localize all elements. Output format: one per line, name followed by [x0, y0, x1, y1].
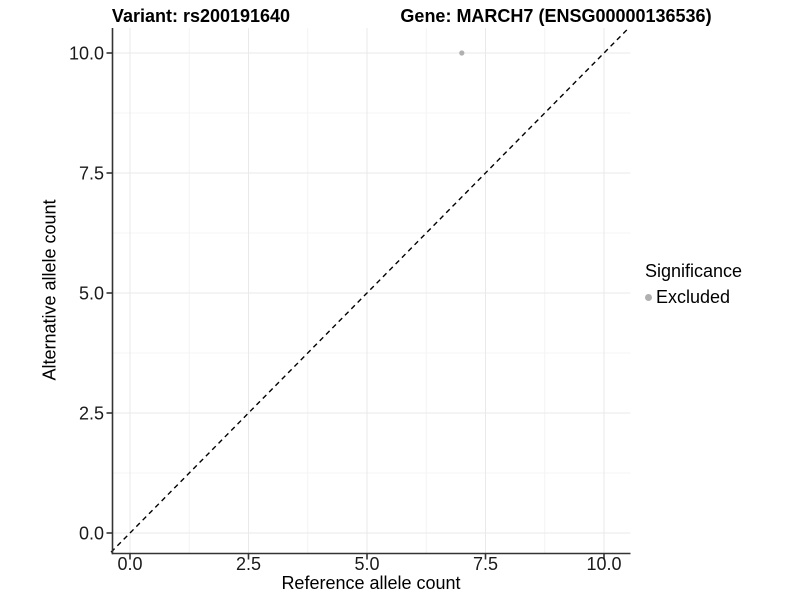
identity-reference-line: [110, 27, 630, 553]
legend-title: Significance: [645, 261, 743, 281]
legend-key-point-icon: [645, 294, 652, 301]
x-tick-label: 10.0: [586, 554, 621, 574]
y-tick-label: 7.5: [79, 164, 104, 184]
y-tick-label: 0.0: [79, 524, 104, 544]
x-tick-label: 7.5: [473, 554, 498, 574]
plot-title-variant: Variant: rs200191640: [111, 6, 291, 26]
legend-item-excluded: Excluded: [645, 287, 742, 308]
y-tick-label: 2.5: [79, 404, 104, 424]
y-axis-title: Alternative allele count: [39, 199, 60, 381]
x-axis-title: Reference allele count: [281, 573, 461, 593]
plot-title-gene: Gene: MARCH7 (ENSG00000136536): [400, 6, 712, 26]
legend: Significance Excluded: [645, 261, 742, 308]
x-tick-label: 5.0: [354, 554, 379, 574]
y-tick-label: 5.0: [79, 284, 104, 304]
y-tick-label: 10.0: [69, 44, 104, 64]
legend-item-label: Excluded: [656, 287, 731, 307]
data-point: [459, 50, 465, 56]
x-tick-label: 2.5: [236, 554, 261, 574]
x-tick-label: 0.0: [117, 554, 142, 574]
